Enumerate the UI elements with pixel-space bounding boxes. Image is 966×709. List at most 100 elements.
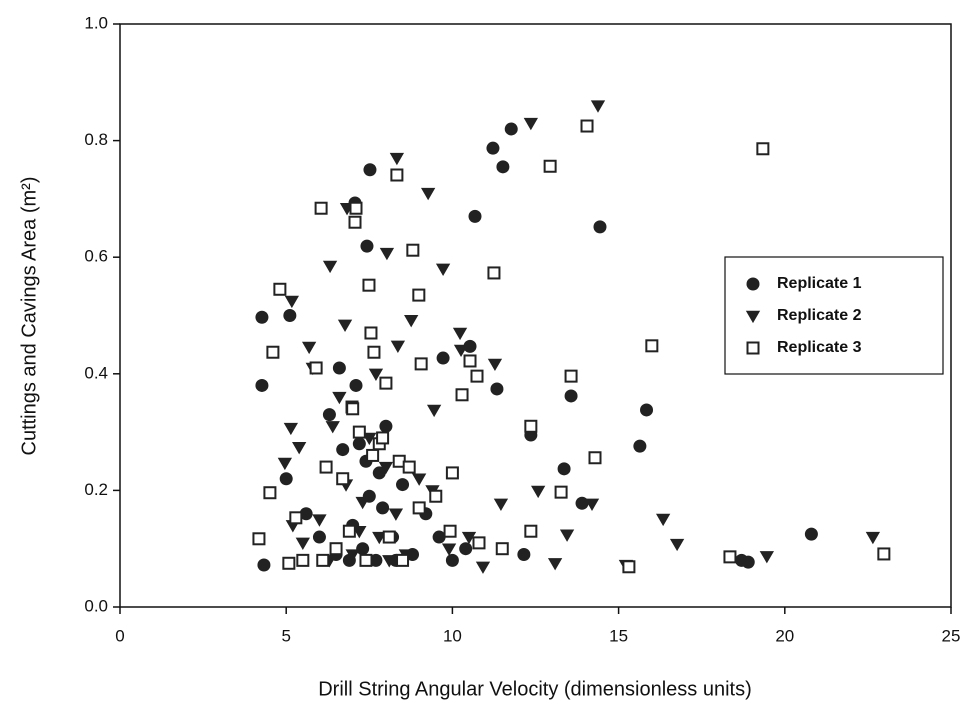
point <box>277 457 293 471</box>
point <box>325 421 340 434</box>
point <box>336 472 350 486</box>
point <box>429 489 443 503</box>
point <box>289 511 303 525</box>
point <box>352 437 366 451</box>
point <box>362 278 376 292</box>
point <box>554 485 568 499</box>
point <box>379 419 393 433</box>
point <box>312 514 327 527</box>
point <box>493 498 509 511</box>
point <box>412 473 427 486</box>
point <box>453 344 469 358</box>
y-tick-label: 1.0 <box>84 13 108 32</box>
point <box>363 163 377 177</box>
point <box>309 361 323 375</box>
point <box>345 549 360 562</box>
point <box>396 553 410 567</box>
point <box>295 537 310 551</box>
point <box>655 513 671 527</box>
point <box>420 187 436 201</box>
point <box>378 461 394 475</box>
point <box>575 496 589 510</box>
legend-label: Replicate 3 <box>777 339 862 356</box>
point <box>487 266 501 280</box>
point <box>301 341 317 355</box>
point <box>588 451 602 465</box>
point <box>332 361 346 375</box>
point <box>543 159 557 173</box>
x-tick-label: 10 <box>443 626 462 645</box>
point <box>759 551 775 564</box>
y-tick-label: 0.2 <box>84 480 108 499</box>
point <box>723 550 737 564</box>
point <box>580 119 594 133</box>
point <box>490 382 504 396</box>
point <box>496 160 510 174</box>
point <box>369 553 383 567</box>
point <box>593 220 607 234</box>
point <box>312 530 326 544</box>
point <box>273 282 287 296</box>
point <box>461 531 477 545</box>
point <box>475 561 491 574</box>
point <box>584 498 600 511</box>
point <box>279 472 293 486</box>
point <box>741 555 755 569</box>
point <box>669 538 685 552</box>
point <box>470 369 484 383</box>
point <box>804 527 818 541</box>
point <box>372 466 386 480</box>
point <box>645 339 659 353</box>
point <box>402 460 416 474</box>
point <box>336 443 350 457</box>
point <box>299 507 313 521</box>
y-axis-title: Cuttings and Cavings Area (m²) <box>18 176 40 455</box>
point <box>463 339 477 353</box>
point <box>342 524 356 538</box>
point <box>445 466 459 480</box>
point <box>263 486 277 500</box>
point <box>376 431 390 445</box>
point <box>640 403 654 417</box>
point <box>459 542 473 556</box>
point <box>445 553 459 567</box>
point <box>455 388 469 402</box>
point <box>348 215 362 229</box>
point <box>390 340 406 353</box>
x-tick-label: 5 <box>281 626 290 645</box>
x-tick-label: 25 <box>942 626 961 645</box>
point <box>282 556 296 570</box>
point <box>633 439 647 453</box>
point <box>590 100 606 113</box>
point <box>414 357 428 371</box>
point <box>441 543 457 556</box>
point <box>332 391 347 405</box>
point <box>426 404 442 418</box>
point <box>495 542 509 556</box>
point <box>356 542 370 556</box>
point <box>486 141 500 155</box>
point <box>523 117 538 131</box>
point <box>756 142 770 156</box>
point <box>319 460 333 474</box>
y-tick-label: 0.8 <box>84 130 108 149</box>
point <box>359 553 373 567</box>
point <box>404 314 419 328</box>
point <box>349 201 363 215</box>
point <box>360 239 374 253</box>
point <box>382 555 397 568</box>
point <box>435 263 451 277</box>
point <box>252 532 266 546</box>
point <box>283 309 297 322</box>
point <box>314 201 328 215</box>
point <box>504 122 518 136</box>
x-axis-title: Drill String Angular Velocity (dimension… <box>318 678 752 700</box>
legend-label: Replicate 1 <box>777 275 862 292</box>
point <box>557 462 571 476</box>
point <box>355 496 370 510</box>
point <box>396 478 410 492</box>
legend-marker <box>745 310 761 324</box>
point <box>524 524 538 538</box>
point <box>346 402 360 416</box>
